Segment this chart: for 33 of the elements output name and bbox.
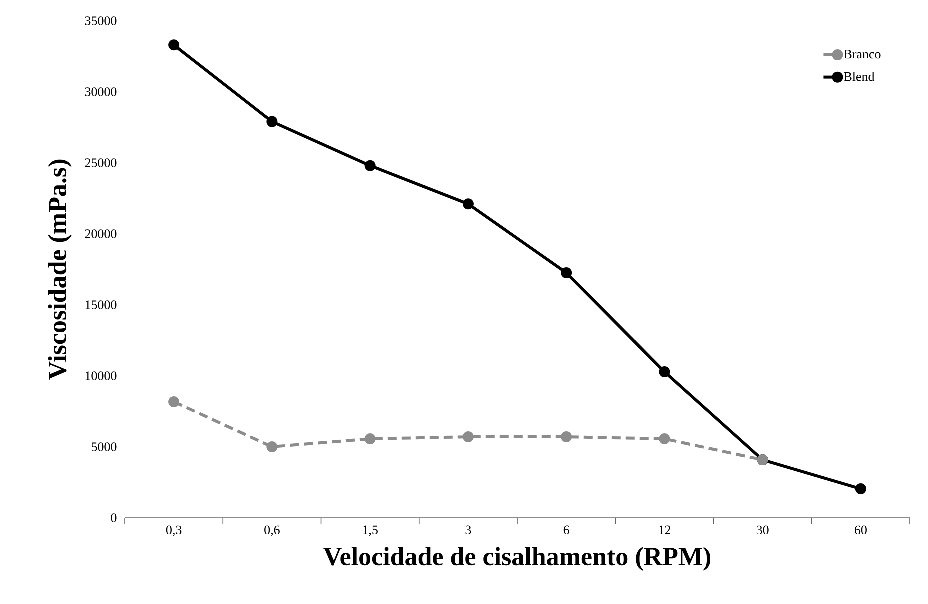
legend-label: Branco: [844, 50, 881, 59]
legend-label: Blend: [844, 72, 875, 82]
y-tick-label: 30000: [85, 88, 117, 96]
point: [364, 160, 376, 172]
point: [168, 396, 180, 408]
point: [561, 432, 572, 443]
y-tick-label: 0: [111, 514, 117, 522]
point: [168, 40, 180, 51]
point: [266, 116, 278, 128]
point: [462, 198, 474, 210]
x-tick-label: 60: [855, 526, 867, 535]
x-tick-label: 0,6: [264, 526, 280, 536]
point: [659, 434, 670, 445]
point: [364, 434, 376, 445]
point: [462, 432, 474, 443]
point: [266, 441, 278, 452]
y-tick-label: 25000: [85, 158, 117, 168]
y-axis-title: Viscosidade (mPa.s): [48, 160, 72, 380]
x-tick-label: 1,5: [363, 526, 378, 536]
x-tick-label: 12: [659, 526, 670, 534]
x-axis-title: Velocidade de cisalhamento (RPM): [324, 547, 710, 571]
point: [561, 268, 572, 279]
y-tick-label: 35000: [85, 16, 117, 26]
y-tick-label: 10000: [86, 372, 117, 380]
x-tick-label: 30: [756, 526, 769, 535]
y-tick-label: 15000: [86, 300, 117, 310]
x-tick-label: 3: [466, 526, 472, 535]
point: [659, 366, 670, 378]
x-tick-label: 0,3: [166, 526, 182, 536]
point: [855, 484, 866, 495]
y-tick-label: 5000: [92, 442, 117, 452]
x-tick-label: 6: [564, 526, 570, 535]
y-tick-label: 20000: [85, 230, 117, 238]
